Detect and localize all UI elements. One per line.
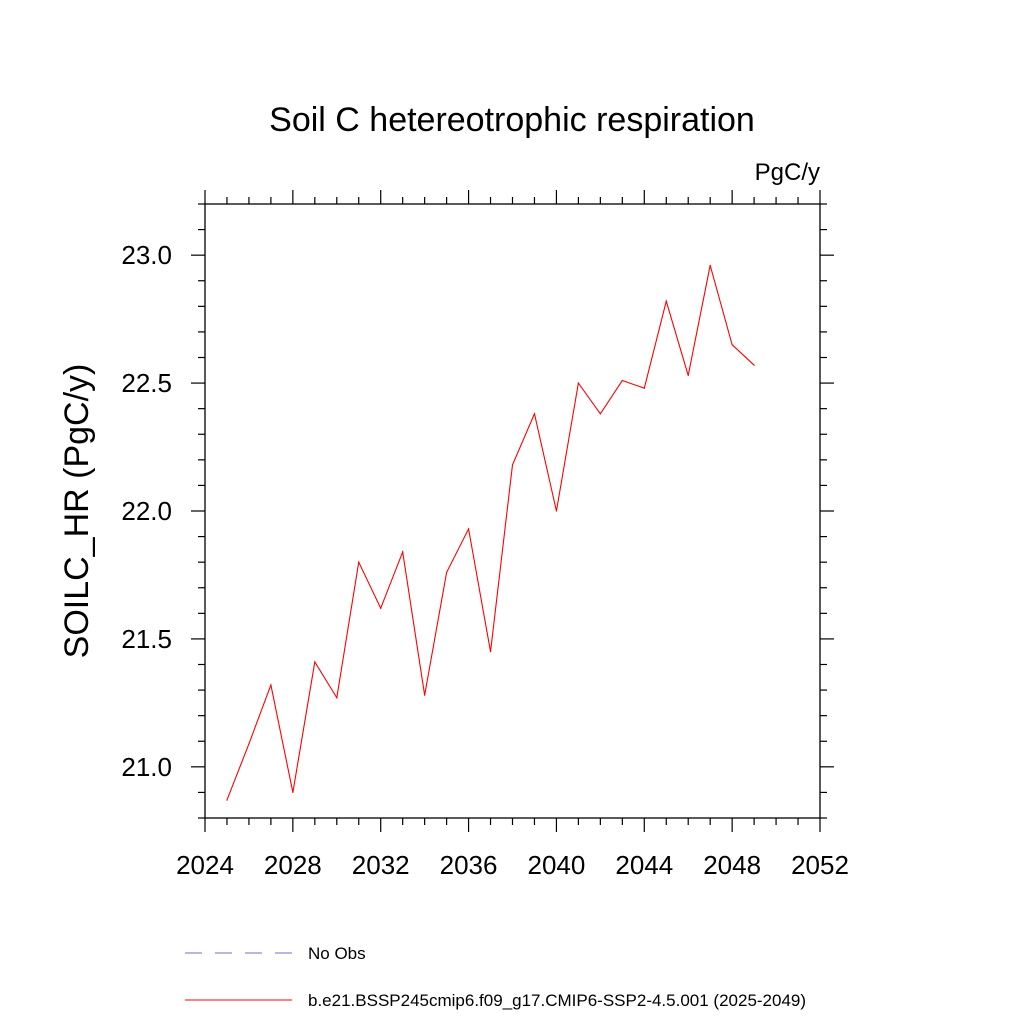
x-tick-label: 2028	[264, 850, 322, 880]
legend-label-no-obs: No Obs	[308, 944, 366, 963]
x-tick-label: 2024	[176, 850, 234, 880]
y-tick-label: 22.5	[121, 368, 172, 398]
axis-ticks	[191, 190, 834, 832]
data-point	[643, 387, 645, 389]
data-point	[336, 697, 338, 699]
data-point	[753, 364, 755, 366]
x-tick-label: 2036	[440, 850, 498, 880]
legend: No Obs b.e21.BSSP245cmip6.f09_g17.CMIP6-…	[185, 944, 806, 1010]
x-tick-label: 2040	[528, 850, 586, 880]
data-point	[314, 661, 316, 663]
data-point	[687, 374, 689, 377]
legend-label-model: b.e21.BSSP245cmip6.f09_g17.CMIP6-SSP2-4.…	[308, 991, 806, 1010]
data-point	[511, 464, 514, 466]
data-point	[555, 510, 558, 512]
data-point	[731, 344, 733, 346]
data-point	[226, 799, 228, 801]
data-point	[380, 607, 382, 609]
data-point	[621, 379, 623, 382]
x-tick-label: 2044	[615, 850, 673, 880]
data-points	[226, 264, 755, 801]
data-point	[533, 413, 536, 415]
data-point	[270, 684, 272, 686]
series-line	[226, 265, 755, 801]
units-label: PgC/y	[755, 159, 820, 186]
data-point	[446, 571, 448, 574]
x-tick-labels: 2024 2028 2032 2036 2040 2044 2048 2052	[176, 850, 849, 880]
data-point	[665, 300, 667, 302]
data-point	[402, 551, 404, 553]
data-point	[709, 264, 711, 266]
data-point	[248, 743, 250, 745]
chart-title: Soil C hetereotrophic respiration	[269, 101, 755, 139]
x-tick-label: 2048	[703, 850, 761, 880]
data-point	[292, 791, 294, 794]
data-point	[424, 694, 426, 696]
data-point	[489, 651, 492, 653]
y-axis-label: SOILC_HR (PgC/y)	[58, 364, 96, 659]
x-tick-label: 2052	[791, 850, 849, 880]
data-point	[358, 561, 360, 563]
y-tick-label: 23.0	[121, 240, 172, 270]
y-tick-label: 21.5	[121, 624, 172, 654]
plot-frame	[204, 203, 821, 819]
y-tick-label: 22.0	[121, 496, 172, 526]
data-point	[467, 528, 470, 530]
y-tick-labels: 21.0 21.5 22.0 22.5 23.0	[121, 240, 172, 782]
data-point	[599, 413, 601, 415]
x-tick-label: 2032	[352, 850, 410, 880]
data-point	[577, 382, 579, 384]
y-tick-label: 21.0	[121, 752, 172, 782]
